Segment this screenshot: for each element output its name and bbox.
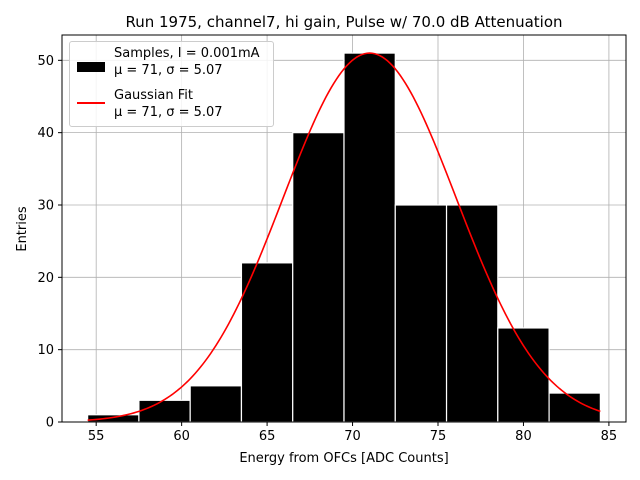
y-tick-label: 50 xyxy=(37,54,54,69)
x-axis-ticks: 55 60 65 70 75 80 85 xyxy=(88,422,617,444)
histogram-bar xyxy=(343,52,396,423)
y-axis-label: Entries xyxy=(15,206,30,252)
histogram-bar xyxy=(497,327,550,423)
y-tick-label: 30 xyxy=(37,198,54,213)
x-tick-label: 55 xyxy=(88,429,105,444)
histogram-bar xyxy=(240,262,294,423)
chart-title: Run 1975, channel7, hi gain, Pulse w/ 70… xyxy=(125,13,562,31)
histogram-bar xyxy=(138,399,191,423)
x-tick-label: 65 xyxy=(259,429,276,444)
y-tick-label: 20 xyxy=(37,271,54,286)
histogram-bar xyxy=(548,392,601,423)
legend-samples-label: Samples, I = 0.001mA xyxy=(114,46,260,61)
legend-samples-stats: μ = 71, σ = 5.07 xyxy=(114,63,223,78)
histogram-bar xyxy=(394,204,448,423)
plot-frame xyxy=(61,34,627,423)
y-axis-ticks: 0 10 20 30 40 50 xyxy=(37,54,62,431)
legend: Samples, I = 0.001mA μ = 71, σ = 5.07 Ga… xyxy=(69,41,274,127)
gaussian-fit-curve xyxy=(87,52,601,421)
y-tick-label: 40 xyxy=(37,126,54,141)
x-tick-label: 60 xyxy=(173,429,190,444)
legend-fit-label: Gaussian Fit xyxy=(114,88,194,103)
histogram-bar xyxy=(445,204,499,423)
x-tick-label: 70 xyxy=(344,429,361,444)
x-tick-label: 85 xyxy=(601,429,618,444)
legend-samples-text: Samples, I = 0.001mA μ = 71, σ = 5.07 xyxy=(114,45,260,79)
legend-fit-stats: μ = 71, σ = 5.07 xyxy=(114,105,223,120)
legend-line-swatch xyxy=(77,102,105,104)
x-axis-label: Energy from OFCs [ADC Counts] xyxy=(239,451,448,466)
x-tick-label: 80 xyxy=(515,429,532,444)
legend-bar-swatch xyxy=(77,62,105,72)
histogram-bar xyxy=(292,132,345,423)
legend-fit-text: Gaussian Fit μ = 71, σ = 5.07 xyxy=(114,87,223,121)
histogram-bars xyxy=(87,52,601,423)
histogram-bar xyxy=(189,385,243,423)
x-tick-label: 75 xyxy=(430,429,447,444)
histogram-bar xyxy=(87,414,140,423)
y-tick-label: 10 xyxy=(37,343,54,358)
y-tick-label: 0 xyxy=(46,416,54,431)
